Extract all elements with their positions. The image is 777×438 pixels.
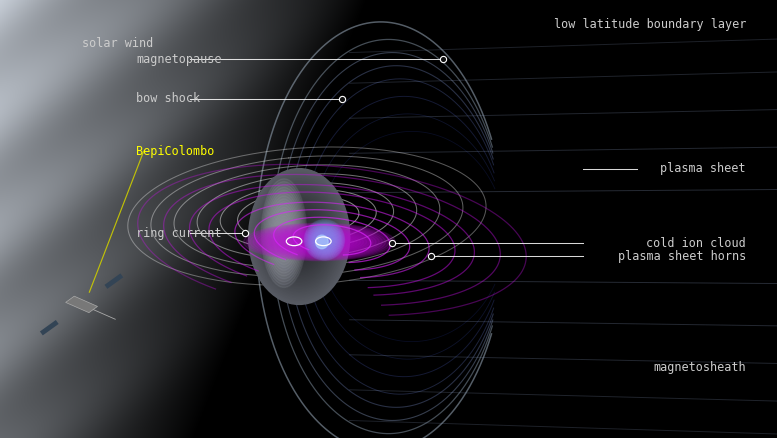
Ellipse shape: [279, 210, 318, 262]
Text: cold ion cloud: cold ion cloud: [646, 237, 746, 250]
Ellipse shape: [314, 229, 335, 251]
Ellipse shape: [278, 232, 361, 252]
Ellipse shape: [251, 171, 347, 302]
Ellipse shape: [263, 189, 333, 283]
Ellipse shape: [280, 212, 315, 260]
Ellipse shape: [270, 199, 298, 268]
Ellipse shape: [253, 174, 346, 299]
Ellipse shape: [287, 234, 351, 250]
Ellipse shape: [287, 222, 308, 250]
Polygon shape: [65, 296, 98, 313]
Ellipse shape: [256, 226, 382, 258]
Text: solar wind: solar wind: [82, 37, 153, 50]
Ellipse shape: [281, 214, 315, 258]
Ellipse shape: [269, 196, 329, 276]
Ellipse shape: [258, 181, 340, 292]
Ellipse shape: [305, 221, 343, 259]
Ellipse shape: [263, 188, 335, 285]
Ellipse shape: [266, 190, 302, 276]
Ellipse shape: [291, 226, 305, 246]
Ellipse shape: [272, 230, 367, 254]
Ellipse shape: [265, 187, 303, 279]
Ellipse shape: [272, 200, 326, 272]
Ellipse shape: [261, 179, 307, 287]
Ellipse shape: [280, 211, 317, 261]
Ellipse shape: [290, 225, 306, 247]
Ellipse shape: [267, 193, 330, 279]
Ellipse shape: [277, 208, 319, 264]
Ellipse shape: [315, 230, 334, 250]
Ellipse shape: [286, 219, 310, 253]
Text: magnetosheath: magnetosheath: [653, 361, 746, 374]
Ellipse shape: [265, 191, 333, 282]
Ellipse shape: [308, 224, 340, 256]
Ellipse shape: [284, 218, 312, 254]
Ellipse shape: [263, 184, 305, 282]
Ellipse shape: [284, 217, 312, 255]
Ellipse shape: [273, 201, 324, 271]
Ellipse shape: [266, 229, 373, 255]
Ellipse shape: [260, 185, 337, 288]
Ellipse shape: [294, 232, 301, 240]
Text: low latitude boundary layer: low latitude boundary layer: [553, 18, 746, 31]
Ellipse shape: [306, 222, 343, 258]
Ellipse shape: [247, 224, 392, 260]
Text: ring current: ring current: [136, 226, 221, 240]
Ellipse shape: [297, 234, 298, 237]
Ellipse shape: [275, 231, 364, 253]
Ellipse shape: [255, 177, 343, 296]
Ellipse shape: [249, 170, 349, 303]
Ellipse shape: [294, 230, 301, 241]
Ellipse shape: [283, 215, 314, 257]
Ellipse shape: [256, 180, 341, 293]
Text: plasma sheet horns: plasma sheet horns: [618, 250, 746, 263]
Ellipse shape: [263, 228, 376, 256]
Ellipse shape: [270, 198, 327, 275]
Ellipse shape: [311, 226, 338, 254]
Ellipse shape: [263, 182, 305, 285]
Ellipse shape: [274, 203, 323, 269]
Ellipse shape: [304, 219, 344, 260]
Ellipse shape: [316, 231, 333, 248]
Ellipse shape: [260, 227, 379, 257]
Ellipse shape: [244, 223, 395, 261]
Ellipse shape: [308, 223, 341, 257]
Ellipse shape: [256, 178, 342, 295]
Ellipse shape: [267, 193, 301, 273]
Ellipse shape: [274, 204, 322, 268]
Ellipse shape: [293, 229, 303, 243]
Text: bow shock: bow shock: [136, 92, 200, 105]
Ellipse shape: [249, 169, 350, 304]
Ellipse shape: [253, 226, 385, 258]
Text: magnetopause: magnetopause: [136, 53, 221, 66]
Ellipse shape: [277, 207, 320, 265]
Ellipse shape: [312, 227, 337, 253]
Ellipse shape: [266, 192, 332, 281]
Ellipse shape: [295, 233, 300, 239]
Ellipse shape: [281, 233, 357, 251]
Ellipse shape: [309, 225, 340, 255]
Ellipse shape: [312, 228, 336, 252]
Ellipse shape: [268, 196, 300, 270]
Ellipse shape: [288, 223, 307, 248]
Ellipse shape: [259, 182, 339, 290]
Ellipse shape: [269, 230, 370, 254]
Ellipse shape: [294, 236, 345, 248]
Ellipse shape: [250, 225, 388, 259]
Ellipse shape: [315, 235, 328, 249]
Ellipse shape: [291, 235, 348, 249]
Ellipse shape: [287, 221, 309, 251]
Ellipse shape: [284, 233, 354, 251]
Text: BepiColombo: BepiColombo: [136, 145, 214, 158]
Ellipse shape: [291, 228, 304, 244]
Ellipse shape: [270, 199, 326, 274]
Ellipse shape: [260, 184, 338, 289]
Ellipse shape: [252, 173, 347, 300]
Ellipse shape: [262, 187, 336, 286]
Ellipse shape: [253, 176, 344, 297]
Text: plasma sheet: plasma sheet: [660, 162, 746, 175]
Ellipse shape: [267, 195, 329, 278]
Ellipse shape: [276, 206, 321, 267]
